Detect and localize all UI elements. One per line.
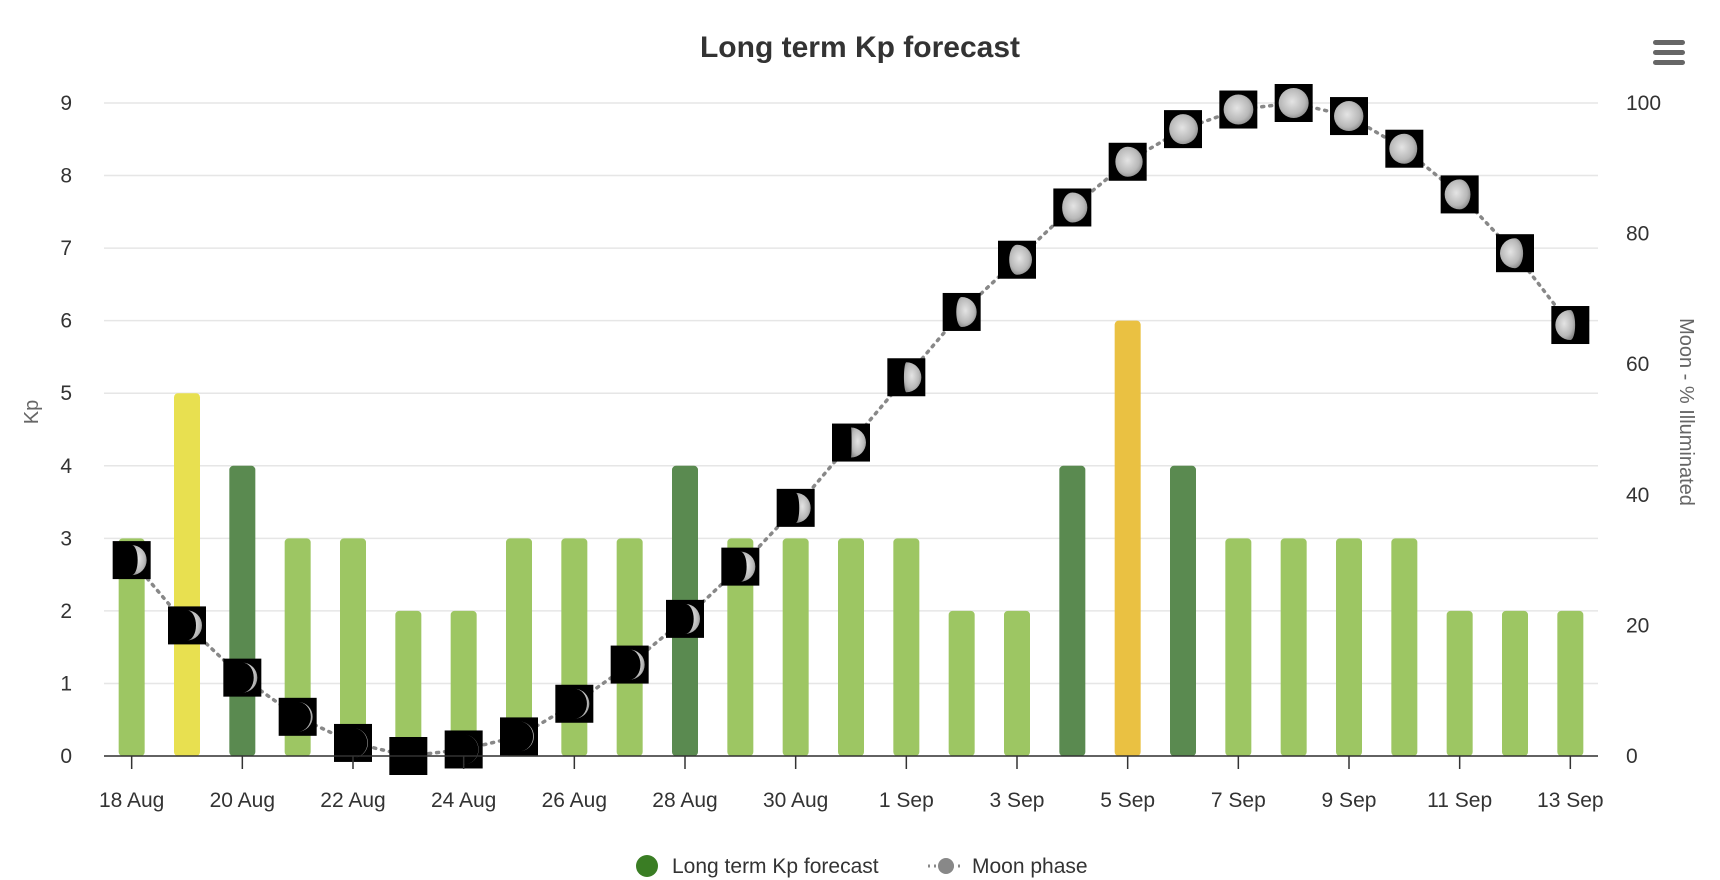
y2-axis-title: Moon - % Illuminated bbox=[1675, 318, 1697, 506]
moon-marker bbox=[278, 697, 317, 736]
legend-moon-swatch-dot bbox=[938, 858, 954, 874]
x-tick-label: 3 Sep bbox=[990, 789, 1045, 812]
kp-bar bbox=[1280, 538, 1307, 756]
kp-bars bbox=[118, 320, 1584, 756]
y2-tick-label: 40 bbox=[1626, 484, 1649, 507]
moon-marker bbox=[1440, 175, 1479, 214]
moon-marker bbox=[887, 358, 926, 397]
kp-bar bbox=[838, 538, 864, 756]
moon-marker bbox=[666, 599, 704, 638]
kp-bar bbox=[395, 610, 422, 756]
kp-bar bbox=[782, 538, 809, 756]
x-tick-label: 22 Aug bbox=[320, 789, 385, 812]
moon-marker bbox=[112, 541, 151, 580]
x-tick-label: 26 Aug bbox=[542, 789, 607, 812]
y2-tick-label: 0 bbox=[1626, 745, 1638, 768]
x-tick-label: 28 Aug bbox=[652, 789, 717, 812]
kp-bar bbox=[1004, 610, 1030, 756]
x-tick-label: 24 Aug bbox=[431, 789, 496, 812]
moon-marker bbox=[1053, 188, 1092, 227]
moon-marker bbox=[942, 292, 981, 331]
y-tick-label: 2 bbox=[60, 600, 72, 623]
y-tick-label: 3 bbox=[60, 527, 72, 550]
y-tick-label: 9 bbox=[60, 92, 72, 115]
moon-marker bbox=[1330, 97, 1368, 136]
moon-marker bbox=[832, 423, 870, 462]
moon-marker bbox=[223, 658, 262, 697]
kp-bar bbox=[1446, 610, 1473, 756]
kp-bar bbox=[1336, 538, 1362, 756]
x-tick-label: 13 Sep bbox=[1537, 789, 1604, 812]
moon-marker bbox=[610, 645, 649, 684]
moon-marker bbox=[555, 684, 594, 723]
kp-bar bbox=[893, 538, 920, 756]
kp-bar bbox=[948, 610, 975, 756]
moon-marker bbox=[1496, 234, 1534, 273]
moon-marker bbox=[998, 240, 1036, 279]
y-tick-label: 6 bbox=[60, 310, 72, 333]
moon-marker bbox=[1164, 110, 1202, 149]
x-tick-label: 1 Sep bbox=[879, 789, 934, 812]
axes: 0 1 2 3 4 5 6 7 8 9 0 20 40 60 80 100 18 Aug 20 Aug 22 Aug… bbox=[60, 92, 1661, 812]
moon-marker bbox=[1385, 129, 1424, 168]
legend-item-moon[interactable]: Moon phase bbox=[928, 855, 1088, 878]
chart-title: Long term Kp forecast bbox=[700, 31, 1020, 64]
y-tick-label: 0 bbox=[60, 745, 72, 768]
kp-bar bbox=[727, 538, 754, 756]
moon-marker bbox=[168, 606, 206, 645]
y-tick-label: 1 bbox=[60, 672, 72, 695]
chart-menu-button[interactable] bbox=[1650, 35, 1686, 71]
y-tick-label: 7 bbox=[60, 237, 72, 260]
moon-marker bbox=[500, 717, 538, 756]
moon-marker bbox=[1219, 90, 1258, 129]
legend: Long term Kp forecast Moon phase bbox=[636, 855, 1088, 878]
kp-bar bbox=[1391, 538, 1418, 756]
kp-bar bbox=[229, 465, 256, 756]
x-tick-label: 7 Sep bbox=[1211, 789, 1266, 812]
y-tick-label: 5 bbox=[60, 382, 72, 405]
y-tick-label: 4 bbox=[60, 455, 72, 478]
moon-marker bbox=[1551, 306, 1590, 345]
kp-bar bbox=[174, 393, 200, 756]
y2-tick-label: 80 bbox=[1626, 223, 1649, 246]
kp-bar bbox=[1114, 320, 1141, 756]
kp-bar bbox=[506, 538, 532, 756]
y-axis-title: Kp bbox=[21, 400, 43, 424]
x-tick-label: 20 Aug bbox=[210, 789, 275, 812]
y2-tick-label: 60 bbox=[1626, 353, 1649, 376]
moon-marker bbox=[1108, 142, 1147, 181]
kp-bar bbox=[1502, 610, 1528, 756]
y2-tick-label: 100 bbox=[1626, 92, 1661, 115]
moon-marker bbox=[1274, 84, 1313, 122]
hamburger-menu-icon bbox=[1653, 40, 1685, 65]
moon-marker bbox=[776, 488, 815, 527]
legend-moon-label: Moon phase bbox=[972, 855, 1088, 878]
x-tick-label: 30 Aug bbox=[763, 789, 828, 812]
kp-bar bbox=[1225, 538, 1252, 756]
x-tick-label: 5 Sep bbox=[1100, 789, 1155, 812]
legend-item-kp[interactable]: Long term Kp forecast bbox=[636, 855, 879, 878]
kp-bar bbox=[450, 610, 477, 756]
kp-bar bbox=[118, 538, 145, 756]
kp-bar bbox=[1170, 465, 1196, 756]
kp-bar bbox=[561, 538, 588, 756]
legend-kp-swatch bbox=[636, 855, 658, 877]
y2-tick-label: 20 bbox=[1626, 614, 1649, 637]
kp-bar bbox=[1059, 465, 1086, 756]
kp-bar bbox=[340, 538, 366, 756]
x-tick-label: 11 Sep bbox=[1427, 789, 1492, 812]
moon-marker bbox=[721, 547, 760, 586]
kp-bar bbox=[1557, 610, 1584, 756]
x-tick-label: 9 Sep bbox=[1322, 789, 1377, 812]
y-tick-label: 8 bbox=[60, 165, 72, 188]
x-tick-label: 18 Aug bbox=[99, 789, 164, 812]
legend-kp-label: Long term Kp forecast bbox=[672, 855, 879, 878]
moon-phase-markers bbox=[112, 84, 1590, 775]
